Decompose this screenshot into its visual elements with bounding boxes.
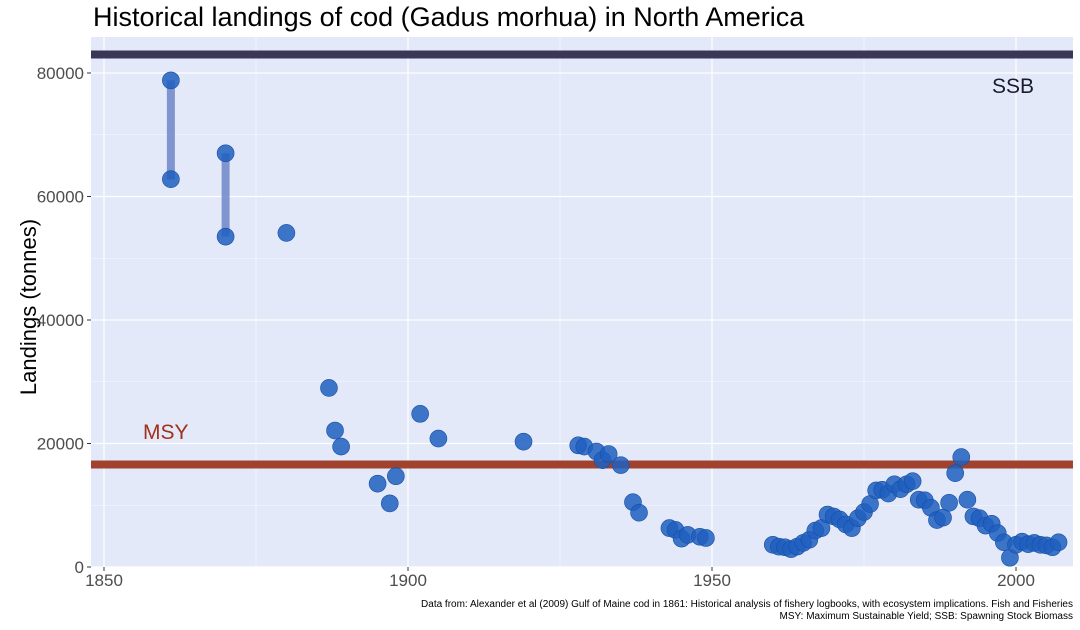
y-tick-label: 80000 <box>37 64 84 83</box>
data-point <box>332 437 350 456</box>
x-tick-label: 2000 <box>997 571 1035 590</box>
x-tick-label: 1850 <box>85 571 123 590</box>
data-point <box>368 474 387 493</box>
data-point <box>514 432 533 451</box>
data-point <box>277 224 296 242</box>
data-point <box>697 529 715 547</box>
data-point <box>387 467 405 486</box>
data-point <box>940 493 958 512</box>
data-point <box>411 405 429 423</box>
data-point <box>216 227 235 246</box>
x-tick-label: 1950 <box>693 571 731 590</box>
data-point <box>1049 533 1068 552</box>
chart-title: Historical landings of cod (Gadus morhua… <box>93 2 805 32</box>
data-point <box>903 472 922 490</box>
y-tick-label: 20000 <box>37 435 84 454</box>
ssb-annotation: SSB <box>992 75 1034 98</box>
y-tick-label: 60000 <box>37 188 84 207</box>
y-tick-label: 0 <box>75 558 84 577</box>
data-point <box>380 494 399 513</box>
data-point <box>599 445 618 463</box>
data-point <box>326 421 344 440</box>
data-point <box>630 503 648 522</box>
data-point <box>216 144 235 163</box>
y-tick-label: 40000 <box>37 311 84 330</box>
data-point <box>611 456 630 474</box>
data-point <box>162 170 180 189</box>
caption-source: Data from: Alexander et al (2009) Gulf o… <box>421 599 1073 610</box>
data-point <box>320 379 338 397</box>
msy-annotation: MSY <box>143 421 189 444</box>
data-point <box>958 490 977 509</box>
data-point <box>429 429 448 448</box>
data-point <box>946 464 965 482</box>
plot-panel <box>91 37 1073 567</box>
data-point <box>934 508 952 527</box>
caption-legend-note: MSY: Maximum Sustainable Yield; SSB: Spa… <box>779 611 1073 622</box>
x-tick-label: 1900 <box>389 571 427 590</box>
data-point <box>162 71 180 90</box>
data-point <box>952 448 971 466</box>
